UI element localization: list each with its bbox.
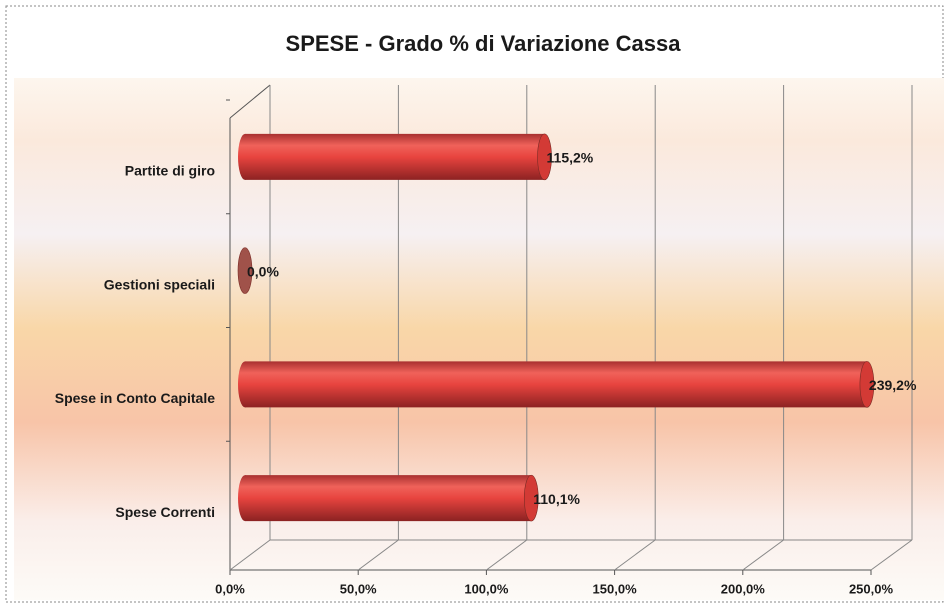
x-tick-label: 200,0% bbox=[721, 581, 766, 596]
bar bbox=[238, 361, 875, 408]
grid-floor bbox=[357, 539, 399, 571]
grid-floor bbox=[870, 539, 913, 571]
bar-cap bbox=[523, 474, 539, 522]
bar bbox=[238, 474, 539, 522]
value-label: 110,1% bbox=[533, 491, 580, 507]
y-tick-label: Partite di giro bbox=[125, 163, 215, 179]
x-tick-label: 150,0% bbox=[593, 581, 638, 596]
x-tick-label: 50,0% bbox=[340, 581, 377, 596]
bar bbox=[238, 133, 552, 181]
bar-cap bbox=[859, 361, 875, 408]
bar-start bbox=[238, 475, 252, 522]
bar-body bbox=[245, 361, 867, 408]
y-tick-label: Spese in Conto Capitale bbox=[55, 390, 215, 406]
y-tick-label: Gestioni speciali bbox=[104, 276, 215, 292]
value-label: 115,2% bbox=[547, 150, 594, 166]
value-label: 0,0% bbox=[247, 263, 279, 279]
x-tick-label: 100,0% bbox=[464, 581, 509, 596]
chart-title: SPESE - Grado % di Variazione Cassa bbox=[286, 31, 682, 56]
bar bbox=[237, 247, 253, 294]
x-tick-label: 0,0% bbox=[215, 581, 245, 596]
bar-cap bbox=[537, 133, 552, 181]
x-tick-label: 250,0% bbox=[849, 581, 894, 596]
grid-floor bbox=[486, 539, 528, 571]
bar-body bbox=[245, 475, 532, 522]
bar-start bbox=[238, 361, 252, 408]
bar-cap bbox=[237, 247, 253, 294]
grid-floor bbox=[229, 539, 271, 571]
y-tick-label: Spese Correnti bbox=[115, 504, 215, 520]
wall-edge bbox=[229, 84, 271, 119]
value-label: 239,2% bbox=[869, 377, 917, 393]
grid-floor bbox=[742, 539, 784, 571]
grid-floor bbox=[614, 539, 656, 571]
bar-body bbox=[245, 133, 545, 180]
bar-start bbox=[238, 133, 252, 180]
